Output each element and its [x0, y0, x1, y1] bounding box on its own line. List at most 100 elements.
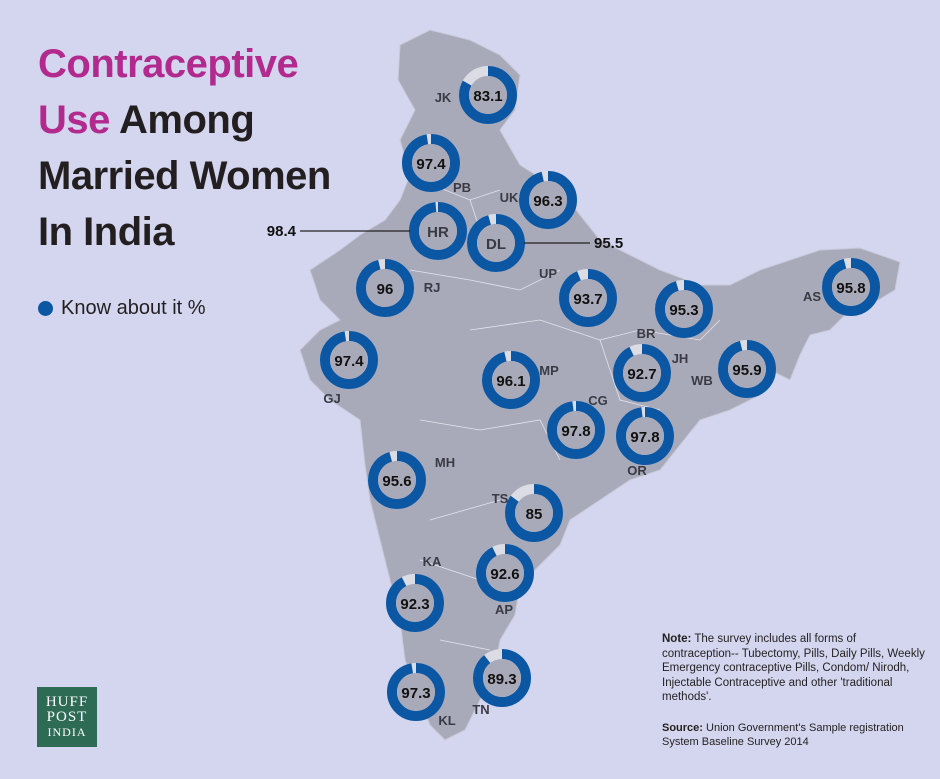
- donut-value-arc: [402, 134, 460, 192]
- donut-center: [832, 268, 870, 306]
- state-code: BR: [637, 326, 656, 341]
- state-code: GJ: [323, 391, 340, 406]
- donut-br: 95.3 BR: [637, 280, 713, 341]
- donut-or: 97.8 OR: [616, 407, 674, 478]
- state-code: DL: [486, 236, 506, 253]
- donut-value-label: 95.6: [382, 473, 411, 490]
- donut-cg: 97.8 CG: [547, 393, 608, 459]
- logo-line: HUFF: [45, 693, 89, 710]
- donut-kl: 97.3 KL: [387, 663, 456, 728]
- state-code: KA: [423, 554, 442, 569]
- donut-wb: 95.9 WB: [691, 340, 776, 398]
- note: Note: The survey includes all forms of c…: [662, 632, 932, 705]
- donut-value-arc: [482, 351, 540, 409]
- donut-value-label: 92.3: [400, 596, 429, 613]
- donut-center: [378, 461, 416, 499]
- title-line-3: Married Women: [38, 154, 331, 198]
- donut-center: [728, 350, 766, 388]
- state-code: OR: [627, 463, 647, 478]
- donut-value-arc: [547, 401, 605, 459]
- donut-center: [469, 76, 507, 114]
- donut-mh: 95.6 MH: [368, 451, 455, 509]
- legend: Know about it %: [38, 297, 206, 320]
- donut-value-label: 96: [377, 281, 394, 298]
- donut-center: [515, 494, 553, 532]
- title-rest: Among: [109, 98, 255, 142]
- state-code: CG: [588, 393, 608, 408]
- donut-center: [419, 212, 457, 250]
- donut-center: [626, 417, 664, 455]
- state-code: JK: [435, 90, 452, 105]
- state-code: KL: [438, 713, 455, 728]
- donut-center: [492, 361, 530, 399]
- donut-ts: 85 TS: [492, 484, 563, 542]
- donut-value-label: 92.7: [627, 366, 656, 383]
- state-code: PB: [453, 180, 471, 195]
- page-title: Contraceptive Use Among Married Women In…: [38, 36, 331, 260]
- callout-value-label: 95.5: [594, 235, 623, 252]
- donut-value-arc: [387, 663, 445, 721]
- donut-pb: 97.4 PB: [402, 134, 471, 195]
- source-text: Union Government's Sample registration S…: [662, 722, 904, 748]
- title-highlight-1: Contraceptive: [38, 42, 299, 86]
- donut-jh: 92.7 JH: [613, 344, 689, 402]
- donut-value-arc: [368, 451, 426, 509]
- state-code: WB: [691, 373, 713, 388]
- donut-up: 93.7 UP: [539, 266, 617, 327]
- donut-ka: 92.3 KA: [386, 554, 444, 632]
- donut-center: [483, 659, 521, 697]
- donut-dl: DL 95.5: [467, 214, 623, 272]
- logo-line: INDIA: [47, 724, 87, 739]
- state-code: UK: [500, 190, 519, 205]
- donut-center: [366, 269, 404, 307]
- state-code: AS: [803, 289, 821, 304]
- state-code: MH: [435, 455, 455, 470]
- donut-value-arc: [476, 544, 534, 602]
- donut-value-label: 97.4: [334, 353, 364, 370]
- donut-value-label: 96.3: [533, 193, 562, 210]
- state-code: JH: [672, 351, 689, 366]
- donut-center: [396, 584, 434, 622]
- donut-gj: 97.4 GJ: [320, 331, 378, 406]
- state-code: HR: [427, 224, 449, 241]
- donut-value-arc: [613, 344, 671, 402]
- donut-center: [557, 411, 595, 449]
- title-highlight-2: Use: [38, 98, 110, 142]
- legend-label: Know about it %: [61, 297, 206, 319]
- donut-value-label: 93.7: [573, 291, 602, 308]
- donut-jk: 83.1 JK: [435, 66, 517, 124]
- donut-value-label: 97.8: [630, 429, 659, 446]
- donut-value-arc: [356, 259, 414, 317]
- donut-value-label: 97.3: [401, 685, 430, 702]
- donut-value-label: 95.8: [836, 280, 865, 297]
- donut-value-label: 97.8: [561, 423, 590, 440]
- donut-uk: 96.3 UK: [500, 171, 577, 229]
- donut-value-arc: [505, 484, 563, 542]
- donut-value-arc: [519, 171, 577, 229]
- donut-center: [665, 290, 703, 328]
- donut-value-arc: [409, 202, 467, 260]
- donut-center: [529, 181, 567, 219]
- donut-value-label: 95.3: [669, 302, 698, 319]
- source: Source: Union Government's Sample regist…: [662, 721, 932, 749]
- legend-dot-icon: [38, 301, 53, 316]
- donut-value-arc: [655, 280, 713, 338]
- donut-center: [330, 341, 368, 379]
- donut-value-label: 83.1: [473, 88, 502, 105]
- state-code: MP: [539, 363, 559, 378]
- state-code: TN: [472, 702, 489, 717]
- donut-center: [397, 673, 435, 711]
- donut-value-label: 89.3: [487, 671, 516, 688]
- donut-center: [569, 279, 607, 317]
- donut-value-arc: [459, 66, 517, 124]
- donut-center: [486, 554, 524, 592]
- note-label: Note:: [662, 633, 692, 645]
- donut-value-arc: [320, 331, 378, 389]
- donut-hr: HR 98.4: [267, 202, 467, 260]
- donut-ap: 92.6 AP: [476, 544, 534, 617]
- donut-as: 95.8 AS: [803, 258, 880, 316]
- callout-value-label: 98.4: [267, 223, 297, 240]
- donut-value-arc: [467, 214, 525, 272]
- donut-value-arc: [386, 574, 444, 632]
- logo-line: POST: [46, 708, 88, 725]
